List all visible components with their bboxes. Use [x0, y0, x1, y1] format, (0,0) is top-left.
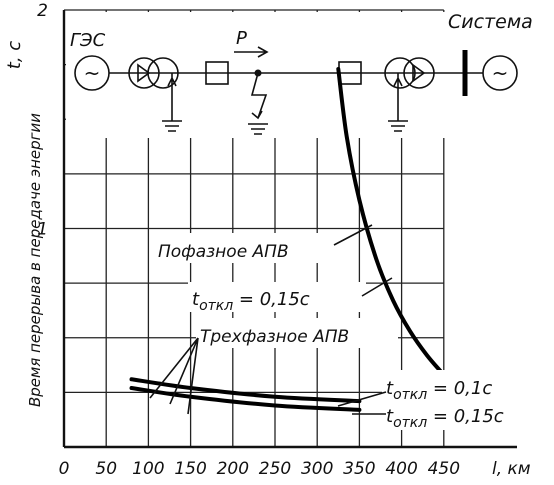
- right-transformer-arrow-icon: [412, 63, 426, 83]
- x-tick-label: 300: [301, 459, 333, 479]
- right-transformer-winding-1: [384, 57, 416, 89]
- cond-a-leader: [337, 391, 387, 407]
- phase-cond-value: 0,15с: [260, 289, 310, 310]
- system-source-symbol: ~: [492, 61, 509, 85]
- left-breaker-icon: [205, 61, 229, 85]
- system-source-icon: [482, 55, 518, 91]
- three-phase-label-background: [196, 318, 398, 348]
- equals-sign: =: [427, 378, 454, 399]
- t-subscript: откл: [393, 415, 427, 431]
- phase-apv-leader: [333, 224, 373, 246]
- y-unit-label: t, с: [4, 41, 25, 70]
- series-three-phase-apv-01: [129, 377, 362, 404]
- left-station-label: ГЭС: [70, 30, 106, 51]
- left-ground-icon: [162, 73, 182, 132]
- t-symbol: t: [386, 406, 394, 427]
- cond-a-background: [382, 370, 522, 400]
- left-generator-symbol: ~: [84, 61, 101, 85]
- series-three-phase-apv-015: [129, 386, 362, 412]
- three-phase-leaders: [149, 337, 199, 415]
- left-generator-icon: [74, 55, 110, 91]
- power-system-schematic: ГЭС Система P ~ ~: [70, 11, 533, 135]
- t-symbol: t: [386, 378, 394, 399]
- cond-a-label: tоткл = 0,1с: [386, 378, 492, 403]
- y-tick-label: 1: [37, 220, 48, 240]
- t-subscript: откл: [199, 298, 233, 314]
- x-unit-label: l, км: [492, 459, 531, 479]
- power-arrow: [234, 46, 269, 58]
- cond-b-value: 0,15с: [454, 406, 504, 427]
- phase-apv-label: Пофазное АПВ: [158, 242, 289, 262]
- phase-cond-leader: [361, 277, 393, 297]
- x-tick-label: 100: [132, 459, 164, 479]
- fault-ground-icon: [248, 123, 268, 135]
- equals-sign: =: [427, 406, 454, 427]
- y-tick-label: 2: [37, 1, 48, 21]
- cond-b-background: [382, 400, 530, 430]
- power-label: P: [236, 28, 247, 49]
- x-tick-label: 50: [95, 459, 117, 479]
- t-symbol: t: [192, 289, 200, 310]
- equals-sign: =: [233, 289, 260, 310]
- x-tick-label: 450: [428, 459, 460, 479]
- y-tick-labels: 12: [37, 1, 48, 240]
- x-tick-labels: 0 50 100 150 200 250 300 350 400 450: [59, 459, 460, 479]
- y-axis-label: Время перерыва в передаче энергии: [26, 113, 44, 407]
- left-transformer-winding-1: [128, 57, 160, 89]
- right-transformer-winding-2: [403, 57, 435, 89]
- phase-label-background: [153, 233, 337, 263]
- x-tick-label: 350: [343, 459, 375, 479]
- x-tick-label: 200: [217, 459, 249, 479]
- right-station-label: Система: [448, 11, 533, 33]
- x-tick-label: 400: [385, 459, 417, 479]
- phase-cond-label: tоткл = 0,15с: [192, 289, 310, 314]
- left-transformer-arrow-icon: [137, 63, 151, 83]
- right-ground-icon: [388, 73, 408, 132]
- schematic-background: [66, 12, 526, 138]
- x-tick-label: 0: [59, 459, 70, 479]
- t-subscript: откл: [393, 387, 427, 403]
- three-phase-apv-label: Трехфазное АПВ: [200, 327, 349, 347]
- x-tick-label: 250: [259, 459, 291, 479]
- x-tick-label: 150: [174, 459, 206, 479]
- cond-b-label: tоткл = 0,15с: [386, 406, 504, 431]
- phase-cond-background: [188, 282, 366, 312]
- cond-a-value: 0,1с: [454, 378, 493, 399]
- fault-lightning-icon: [250, 72, 268, 120]
